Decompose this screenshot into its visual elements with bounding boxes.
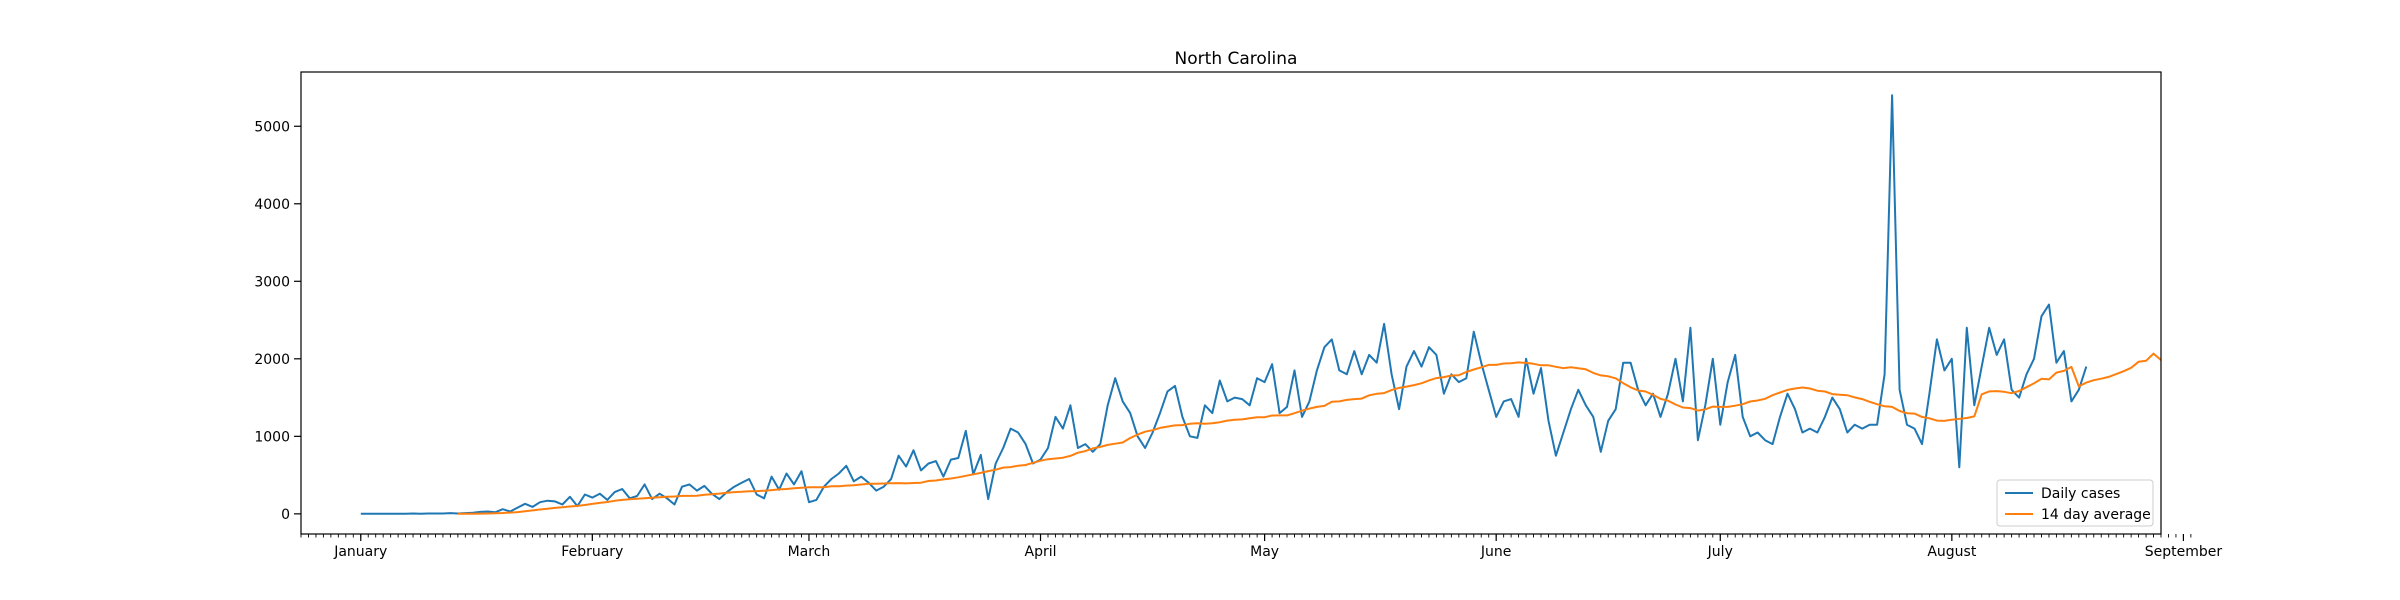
legend-box [1996, 479, 2154, 527]
plot-area [360, 94, 2161, 515]
x-tick-label: April [1025, 544, 1057, 560]
y-tick-label: 0 [281, 507, 290, 523]
x-tick-label: January [333, 544, 387, 560]
y-tick-label: 1000 [254, 429, 290, 445]
series-line-0 [360, 94, 2088, 515]
y-tick-label: 3000 [254, 274, 290, 290]
legend: Daily cases 14 day average [1996, 479, 2154, 527]
legend-label-1: 14 day average [2041, 507, 2151, 523]
y-tick-label: 4000 [254, 197, 290, 213]
plot-frame [300, 71, 2162, 535]
x-tick-label: May [1250, 544, 1279, 560]
x-tick-label: February [561, 544, 623, 560]
y-tick-label: 5000 [254, 119, 290, 135]
series-line-1 [457, 352, 2161, 515]
x-tick-label: July [1707, 544, 1733, 560]
x-tick-label: August [1927, 544, 1977, 560]
x-tick-label: March [788, 544, 831, 560]
chart-title: North Carolina [1175, 49, 1298, 69]
x-tick-label: June [1480, 544, 1512, 560]
x-tick-label: September [2145, 544, 2223, 560]
legend-label-0: Daily cases [2041, 486, 2120, 502]
y-tick-label: 2000 [254, 352, 290, 368]
